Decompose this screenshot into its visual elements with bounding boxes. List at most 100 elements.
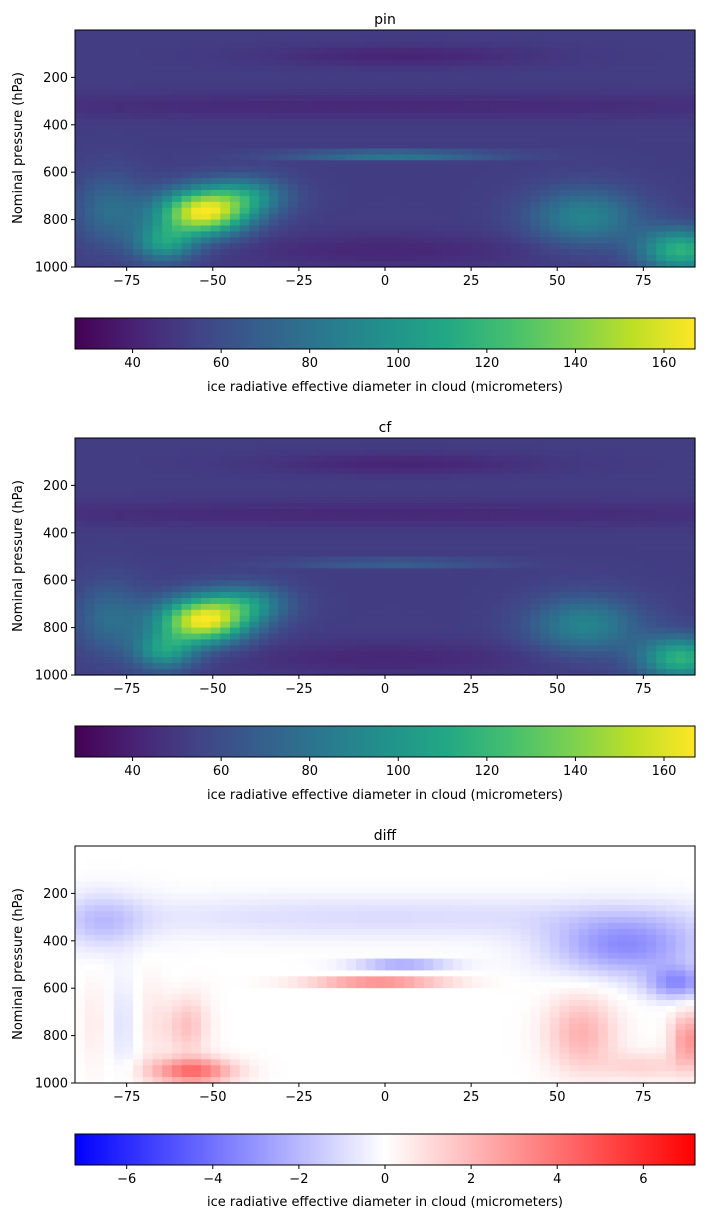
heatmap-cell [297, 455, 309, 463]
heatmap-cell [84, 249, 95, 256]
heatmap-cell [501, 225, 512, 233]
heatmap-cell [191, 621, 202, 629]
heatmap-cell [588, 633, 599, 641]
heatmap-cell [607, 130, 619, 138]
heatmap-cell [346, 243, 357, 250]
heatmap-cell [278, 461, 289, 469]
heatmap-cell [443, 83, 454, 90]
heatmap-cell [520, 112, 531, 120]
heatmap-cell [375, 207, 386, 215]
heatmap-cell [520, 154, 531, 161]
heatmap-cell [346, 225, 357, 233]
heatmap-cell [230, 107, 241, 114]
heatmap-cell [578, 651, 590, 658]
heatmap-cell [133, 503, 144, 510]
heatmap-cell [297, 53, 309, 61]
heatmap-cell [569, 503, 580, 510]
heatmap-cell [452, 597, 464, 605]
heatmap-cell [171, 609, 183, 617]
heatmap-cell [84, 184, 95, 191]
heatmap-cell [385, 107, 396, 114]
heatmap-cell [210, 201, 221, 209]
heatmap-cell [665, 467, 677, 475]
heatmap-cell [133, 515, 144, 522]
heatmap-cell [317, 550, 328, 558]
heatmap-cell [317, 515, 328, 522]
heatmap-cell [336, 65, 347, 73]
heatmap-cell [94, 261, 105, 268]
heatmap-cell [162, 112, 173, 120]
heatmap-cell [307, 597, 318, 605]
heatmap-cell [540, 532, 551, 540]
heatmap-cell [656, 83, 667, 90]
heatmap-cell [162, 213, 173, 221]
heatmap-cell [549, 101, 560, 108]
heatmap-cell [297, 461, 309, 469]
heatmap-cell [336, 77, 347, 84]
heatmap-cell [607, 201, 619, 209]
heatmap-cell [288, 53, 299, 61]
heatmap-cell [491, 467, 502, 475]
heatmap-cell [297, 35, 309, 43]
heatmap-cell [317, 184, 328, 191]
heatmap-cell [481, 136, 493, 144]
heatmap-cell [365, 544, 376, 552]
heatmap-cell [346, 615, 357, 623]
heatmap-cell [230, 59, 241, 67]
heatmap-cell [510, 124, 522, 132]
heatmap-cell [617, 568, 628, 575]
heatmap-cell [75, 172, 86, 179]
heatmap-cell [404, 509, 415, 516]
heatmap-cell [375, 574, 386, 581]
heatmap-cell [181, 178, 192, 185]
heatmap-cell [452, 59, 464, 67]
heatmap-cell [423, 83, 435, 90]
heatmap-cell [646, 461, 657, 469]
heatmap-cell [501, 35, 512, 43]
heatmap-cell [133, 574, 144, 581]
heatmap-cell [171, 550, 183, 558]
heatmap-cell [307, 621, 318, 629]
heatmap-cell [171, 485, 183, 492]
heatmap-cell [123, 473, 134, 481]
heatmap-cell [239, 520, 250, 528]
heatmap-cell [191, 30, 202, 37]
heatmap-cell [249, 651, 260, 658]
heatmap-cell [152, 184, 163, 191]
heatmap-cell [365, 59, 376, 67]
heatmap-cell [617, 574, 628, 581]
heatmap-cell [540, 118, 551, 126]
heatmap-cell [162, 219, 173, 227]
heatmap-cell [249, 473, 260, 481]
heatmap-cell [336, 255, 347, 262]
heatmap-cell [307, 568, 318, 575]
heatmap-cell [259, 556, 270, 564]
heatmap-cell [365, 467, 376, 475]
heatmap-cell [385, 520, 396, 528]
heatmap-cell [259, 178, 270, 185]
heatmap-cell [104, 237, 115, 244]
heatmap-cell [171, 651, 183, 658]
heatmap-cell [123, 65, 134, 73]
heatmap-cell [181, 532, 192, 540]
heatmap-cell [414, 651, 425, 658]
heatmap-cell [443, 520, 454, 528]
heatmap-cell [549, 65, 560, 73]
heatmap-cell [375, 491, 386, 498]
heatmap-cell [336, 35, 347, 43]
heatmap-cell [385, 449, 396, 457]
heatmap-cell [636, 231, 648, 238]
heatmap-cell [375, 621, 386, 629]
heatmap-cell [646, 526, 657, 534]
heatmap-cell [230, 449, 241, 457]
heatmap-cell [607, 184, 619, 191]
heatmap-cell [549, 633, 560, 641]
heatmap-cell [297, 207, 309, 215]
heatmap-cell [239, 249, 250, 256]
heatmap-cell [375, 201, 386, 209]
heatmap-cell [94, 580, 105, 587]
heatmap-cell [307, 243, 318, 250]
heatmap-cell [636, 550, 648, 558]
heatmap-cell [452, 189, 464, 197]
heatmap-cell [549, 515, 560, 522]
